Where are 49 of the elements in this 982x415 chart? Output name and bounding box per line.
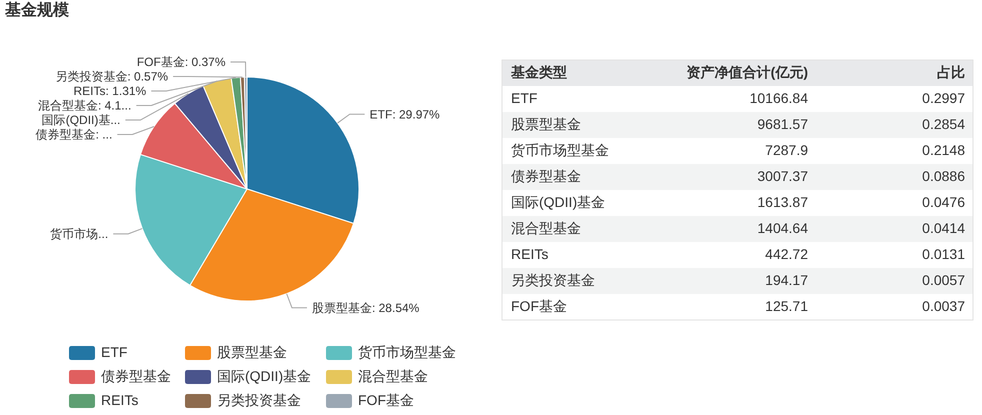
category-label: 货币市场型基金 xyxy=(511,142,609,158)
category-label: ETF xyxy=(511,90,538,106)
text: 基金类型 xyxy=(510,64,567,80)
data-label: 债券型基金: ... xyxy=(36,128,112,142)
legend-label: REITs xyxy=(101,392,138,408)
data-label: 0.2997 xyxy=(922,90,966,106)
data-label: 194.17 xyxy=(765,272,808,288)
category-label: 国际(QDII)基金 xyxy=(511,194,606,210)
category-label: 股票型基金 xyxy=(511,116,581,132)
data-label: REITs: 1.31% xyxy=(74,84,147,98)
category-label: 另类投资基金 xyxy=(511,272,595,288)
legend-label: 混合型基金 xyxy=(358,368,428,384)
chart-title: 基金规模 xyxy=(4,1,69,19)
text: 资产净值合计(亿元) xyxy=(686,64,808,80)
category-label: 混合型基金 xyxy=(511,220,581,236)
data-label: 0.0131 xyxy=(922,246,966,262)
data-label: FOF基金: 0.37% xyxy=(136,55,226,70)
data-label: 3007.37 xyxy=(757,168,808,184)
data-label: 1404.64 xyxy=(757,220,808,236)
data-label: 另类投资基金: 0.57% xyxy=(55,70,168,84)
category-label: 债券型基金 xyxy=(511,168,581,184)
text: 占比 xyxy=(937,64,965,80)
legend-label: 货币市场型基金 xyxy=(358,344,456,360)
legend-label: 股票型基金 xyxy=(217,344,287,360)
data-label: 0.0476 xyxy=(922,194,966,210)
data-label: 0.0414 xyxy=(922,220,966,236)
legend-label: 债券型基金 xyxy=(101,368,171,384)
data-label: 0.0886 xyxy=(922,168,966,184)
data-label: 混合型基金: 4.1... xyxy=(38,98,132,113)
data-label: 1613.87 xyxy=(757,194,808,210)
data-label: 0.0037 xyxy=(922,298,966,314)
data-label: 0.0057 xyxy=(922,272,966,288)
data-label: 125.71 xyxy=(765,298,808,314)
data-label: 7287.9 xyxy=(765,142,808,158)
data-label: 股票型基金: 28.54% xyxy=(312,300,420,315)
legend-label: 另类投资基金 xyxy=(217,392,301,408)
data-label: 442.72 xyxy=(765,246,808,262)
data-label: 国际(QDII)基... xyxy=(42,113,120,128)
data-label: 0.2148 xyxy=(922,142,966,158)
data-label: 10166.84 xyxy=(750,90,808,106)
data-label: ETF: 29.97% xyxy=(370,107,440,122)
data-label: 9681.57 xyxy=(757,116,808,132)
legend-label: ETF xyxy=(101,344,128,360)
legend-label: 国际(QDII)基金 xyxy=(217,368,312,384)
data-label: 货币市场... xyxy=(50,226,108,241)
category-label: REITs xyxy=(511,246,548,262)
legend-label: FOF基金 xyxy=(358,392,414,408)
category-label: FOF基金 xyxy=(511,298,567,314)
data-label: 0.2854 xyxy=(922,116,966,132)
